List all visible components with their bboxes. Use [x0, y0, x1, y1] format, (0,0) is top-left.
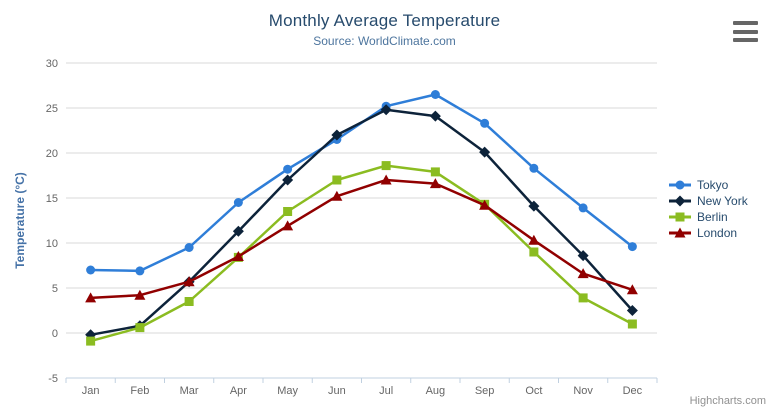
- legend-item-london[interactable]: London: [668, 225, 748, 241]
- series-line-london[interactable]: [89, 178, 634, 300]
- point-berlin-oct[interactable]: [529, 247, 539, 257]
- y-axis-tick-label: 15: [46, 193, 58, 205]
- series-line-new-york[interactable]: [89, 108, 634, 337]
- point-london-aug[interactable]: [429, 178, 441, 189]
- y-axis-title: Temperature (°C): [13, 172, 27, 269]
- point-new-york-jul[interactable]: [380, 104, 392, 116]
- x-axis-tick-label: Jul: [379, 385, 393, 397]
- point-berlin-mar[interactable]: [184, 297, 194, 306]
- y-axis-tick-label: 25: [46, 103, 58, 115]
- point-tokyo-mar[interactable]: [184, 243, 194, 252]
- legend-label-new-york: New York: [697, 194, 748, 208]
- point-london-mar[interactable]: [183, 276, 195, 287]
- hamburger-menu-icon: [733, 38, 758, 42]
- y-axis-tick-label: 5: [52, 283, 58, 295]
- x-axis-tick-label: Sep: [475, 385, 495, 397]
- point-new-york-aug[interactable]: [429, 110, 441, 122]
- point-tokyo-aug[interactable]: [430, 90, 440, 99]
- point-tokyo-sep[interactable]: [480, 118, 490, 128]
- point-tokyo-dec[interactable]: [627, 242, 637, 252]
- point-new-york-may[interactable]: [282, 174, 294, 186]
- x-axis-tick-label: Feb: [130, 385, 149, 397]
- point-new-york-dec[interactable]: [626, 305, 638, 316]
- point-london-apr[interactable]: [232, 251, 244, 261]
- legend-marker-tokyo: [669, 180, 691, 190]
- point-london-may[interactable]: [282, 220, 294, 231]
- x-axis-tick-label: Dec: [623, 385, 643, 397]
- legend: Tokyo New York Berlin London: [668, 177, 748, 241]
- point-tokyo-oct[interactable]: [529, 163, 539, 173]
- series-line-berlin[interactable]: [89, 164, 634, 343]
- point-london-feb[interactable]: [134, 289, 146, 300]
- point-tokyo-apr[interactable]: [233, 198, 243, 207]
- point-berlin-aug[interactable]: [430, 167, 440, 177]
- legend-label-tokyo: Tokyo: [697, 178, 729, 192]
- point-new-york-apr[interactable]: [232, 225, 244, 237]
- y-axis-tick-label: 0: [52, 328, 58, 340]
- point-berlin-feb[interactable]: [135, 323, 145, 333]
- point-new-york-nov[interactable]: [577, 250, 589, 262]
- point-berlin-dec[interactable]: [627, 319, 637, 329]
- x-axis-tick-label: May: [277, 385, 298, 397]
- point-new-york-sep[interactable]: [479, 146, 491, 158]
- x-axis-tick-label: Mar: [180, 385, 199, 397]
- point-new-york-oct[interactable]: [528, 200, 540, 212]
- legend-item-tokyo[interactable]: Tokyo: [668, 177, 748, 193]
- point-tokyo-jan[interactable]: [86, 265, 96, 275]
- y-axis-tick-label: -5: [48, 373, 58, 385]
- point-tokyo-feb[interactable]: [135, 266, 145, 276]
- x-axis-tick-label: Oct: [525, 385, 542, 397]
- point-berlin-jul[interactable]: [381, 161, 391, 171]
- point-new-york-jun[interactable]: [331, 129, 343, 141]
- export-menu-button[interactable]: [733, 21, 758, 42]
- chart-title: Monthly Average Temperature: [268, 11, 501, 30]
- x-axis-tick-label: Jan: [82, 385, 100, 397]
- legend-item-new-york[interactable]: New York: [668, 193, 748, 209]
- point-london-oct[interactable]: [528, 234, 540, 245]
- hamburger-menu-icon: [733, 29, 758, 34]
- hamburger-menu-icon: [733, 21, 758, 25]
- y-axis-tick-label: 10: [46, 238, 58, 250]
- series-line-tokyo[interactable]: [89, 93, 634, 273]
- point-berlin-may[interactable]: [283, 207, 293, 216]
- x-axis-tick-label: Nov: [573, 385, 593, 397]
- point-tokyo-may[interactable]: [283, 164, 293, 174]
- legend-label-london: London: [697, 226, 738, 240]
- x-axis-tick-label: Apr: [230, 385, 247, 397]
- point-london-sep[interactable]: [479, 199, 491, 210]
- point-tokyo-nov[interactable]: [578, 203, 588, 213]
- legend-marker-berlin: [669, 212, 691, 222]
- x-axis-tick-label: Aug: [426, 385, 446, 397]
- point-london-jun[interactable]: [331, 190, 343, 201]
- point-london-dec[interactable]: [626, 284, 638, 295]
- x-axis-tick-label: Jun: [328, 385, 346, 397]
- legend-marker-new-york: [669, 195, 691, 207]
- y-axis-tick-label: 20: [46, 148, 58, 160]
- point-london-jul[interactable]: [380, 174, 392, 185]
- legend-item-berlin[interactable]: Berlin: [668, 209, 748, 225]
- legend-marker-london: [669, 227, 691, 238]
- point-london-jan[interactable]: [85, 292, 97, 303]
- point-berlin-jun[interactable]: [332, 175, 342, 185]
- chart-subtitle: Source: WorldClimate.com: [313, 34, 456, 48]
- point-london-nov[interactable]: [577, 268, 589, 279]
- legend-label-berlin: Berlin: [697, 210, 728, 224]
- point-berlin-nov[interactable]: [578, 293, 588, 303]
- point-berlin-jan[interactable]: [86, 336, 96, 346]
- y-axis-tick-label: 30: [46, 58, 58, 70]
- credits-link[interactable]: Highcharts.com: [689, 395, 766, 407]
